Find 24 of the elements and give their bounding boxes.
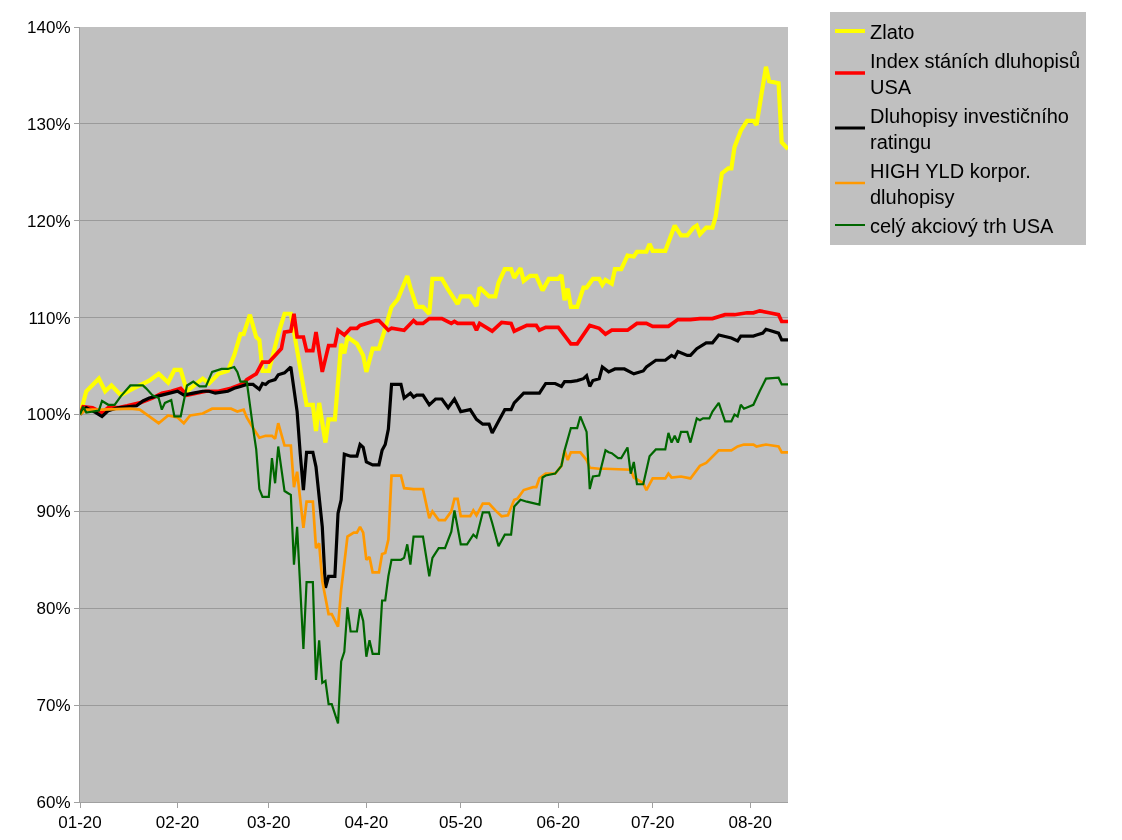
y-tick-label: 120% (27, 211, 71, 231)
line-series (80, 365, 788, 725)
legend-label: Index stáních dluhopisů USA (870, 49, 1081, 98)
x-tick-label: 02-20 (155, 813, 200, 833)
y-tick-label: 90% (36, 502, 71, 522)
y-tick-label: 60% (36, 792, 71, 812)
y-tick-label: 130% (27, 114, 71, 134)
y-tick-label: 110% (28, 308, 71, 328)
x-tick-label: 03-20 (247, 813, 291, 833)
x-tick-label: 04-20 (344, 813, 389, 833)
y-tick-label: 140% (27, 17, 71, 37)
x-tick-label: 06-20 (536, 813, 581, 833)
y-tick-label: 100% (27, 405, 71, 425)
x-tick-label: 07-20 (630, 813, 675, 833)
legend-label: Dluhopisy investičního ratingu (870, 104, 1069, 153)
line-series (80, 407, 788, 629)
y-tick-label: 70% (36, 696, 71, 716)
x-tick-label: 08-20 (728, 813, 772, 833)
y-tick-label: 80% (36, 599, 71, 619)
x-tick-label: 01-20 (58, 813, 102, 833)
x-tick-label: 05-20 (439, 813, 483, 833)
legend-label: Zlato (870, 20, 915, 43)
line-series (80, 64, 788, 445)
legend-label: celý akciový trh USA (870, 214, 1055, 237)
